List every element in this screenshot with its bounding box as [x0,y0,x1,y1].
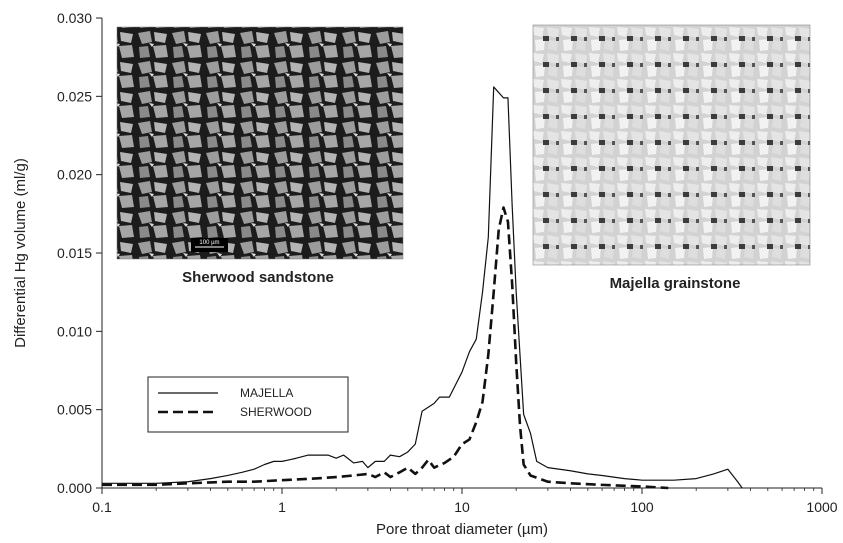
legend-box [147,376,349,433]
majella-caption: Majella grainstone [610,275,741,292]
legend: MAJELLA SHERWOOD [147,376,349,433]
x-tick-label: 100 [630,499,654,515]
y-tick-label: 0.005 [57,402,92,418]
series-layer [102,86,743,490]
y-tick-label: 0.000 [57,480,92,496]
scale-bar [191,238,228,252]
x-axis-ticks: 0.1 1 10 100 1000 [92,488,838,515]
series-line-majella [102,86,743,489]
legend-sherwood-label: SHERWOOD [240,405,312,419]
y-tick-label: 0.025 [57,88,92,104]
x-tick-label: 1 [278,499,286,515]
x-tick-label: 10 [454,499,470,515]
x-axis-title: Pore throat diameter (µm) [376,521,548,538]
y-tick-label: 0.010 [57,323,92,339]
y-tick-label: 0.030 [57,10,92,26]
y-axis-title: Differential Hg volume (ml/g) [12,158,29,348]
sherwood-micrograph: 100 µm [116,26,404,260]
x-tick-label: 0.1 [92,499,112,515]
sherwood-caption: Sherwood sandstone [182,269,334,286]
majella-micrograph [532,24,811,266]
y-tick-label: 0.020 [57,167,92,183]
legend-majella-label: MAJELLA [240,386,293,400]
scale-bar-label: 100 µm [199,240,219,246]
x-tick-label: 1000 [806,499,837,515]
y-axis-ticks: 0.000 0.005 0.010 0.015 0.020 0.025 0.030 [57,10,102,496]
y-tick-label: 0.015 [57,245,92,261]
series-line-sherwood [102,206,669,490]
